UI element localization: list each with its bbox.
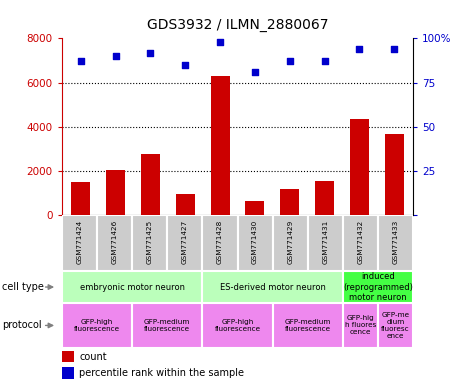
Text: GFP-high
fluorescence: GFP-high fluorescence — [74, 319, 120, 332]
Text: GFP-hig
h fluores
cence: GFP-hig h fluores cence — [345, 315, 376, 336]
Text: GSM771428: GSM771428 — [217, 220, 223, 264]
Point — [147, 50, 154, 56]
Text: GDS3932 / ILMN_2880067: GDS3932 / ILMN_2880067 — [147, 18, 328, 32]
Text: GSM771429: GSM771429 — [287, 220, 293, 264]
Text: GFP-high
fluorescence: GFP-high fluorescence — [214, 319, 261, 332]
Bar — [315, 181, 334, 215]
Bar — [62, 215, 97, 271]
Bar — [273, 215, 308, 271]
Text: GSM771426: GSM771426 — [112, 220, 117, 264]
Bar — [62, 351, 74, 362]
Bar — [132, 215, 167, 271]
Bar — [97, 215, 132, 271]
Bar — [308, 215, 343, 271]
Bar — [280, 189, 299, 215]
Bar — [71, 182, 90, 215]
Point — [390, 46, 398, 52]
Bar — [62, 367, 74, 379]
Point — [251, 69, 259, 75]
Bar — [202, 271, 343, 303]
Bar — [202, 215, 238, 271]
Bar — [343, 271, 413, 303]
Point — [181, 62, 189, 68]
Text: GSM771432: GSM771432 — [358, 220, 363, 264]
Bar — [350, 119, 369, 215]
Text: induced
(reprogrammed)
motor neuron: induced (reprogrammed) motor neuron — [343, 272, 413, 302]
Bar — [343, 303, 378, 348]
Text: GFP-medium
fluorescence: GFP-medium fluorescence — [285, 319, 331, 332]
Bar — [62, 271, 202, 303]
Bar — [343, 215, 378, 271]
Bar — [245, 201, 265, 215]
Text: percentile rank within the sample: percentile rank within the sample — [79, 368, 244, 378]
Bar — [273, 303, 343, 348]
Bar — [62, 303, 132, 348]
Point — [321, 58, 328, 65]
Point — [216, 39, 224, 45]
Point — [286, 58, 294, 65]
Bar — [202, 303, 273, 348]
Text: GSM771425: GSM771425 — [147, 220, 152, 264]
Text: count: count — [79, 352, 107, 362]
Bar — [167, 215, 202, 271]
Bar — [106, 170, 125, 215]
Bar — [378, 303, 413, 348]
Bar — [385, 134, 404, 215]
Bar — [378, 215, 413, 271]
Bar — [141, 154, 160, 215]
Text: GSM771433: GSM771433 — [393, 220, 399, 264]
Bar — [176, 194, 195, 215]
Bar — [238, 215, 273, 271]
Text: embryonic motor neuron: embryonic motor neuron — [79, 283, 185, 291]
Bar — [132, 303, 202, 348]
Point — [112, 53, 120, 59]
Text: GSM771430: GSM771430 — [252, 220, 258, 264]
Text: GSM771424: GSM771424 — [76, 220, 82, 264]
Text: GSM771427: GSM771427 — [182, 220, 188, 264]
Bar — [210, 76, 230, 215]
Point — [77, 58, 85, 65]
Text: GFP-me
dium
fluoresc
ence: GFP-me dium fluoresc ence — [381, 312, 410, 339]
Text: ES-derived motor neuron: ES-derived motor neuron — [220, 283, 325, 291]
Point — [355, 46, 363, 52]
Text: GFP-medium
fluorescence: GFP-medium fluorescence — [144, 319, 190, 332]
Text: cell type: cell type — [2, 282, 44, 292]
Text: protocol: protocol — [2, 320, 42, 331]
Text: GSM771431: GSM771431 — [323, 220, 328, 264]
